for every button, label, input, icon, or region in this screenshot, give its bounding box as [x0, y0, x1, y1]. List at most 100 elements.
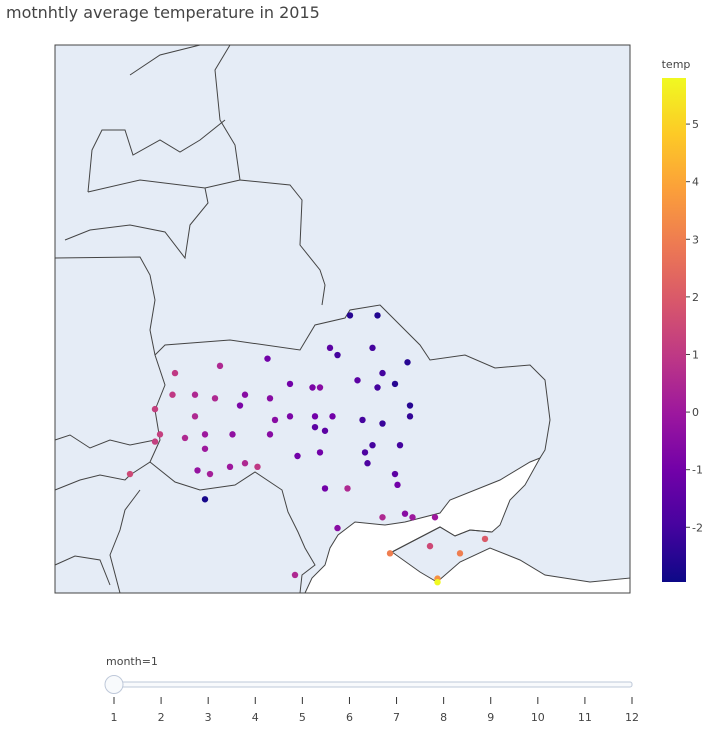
- point: [264, 355, 271, 362]
- point: [156, 431, 164, 438]
- point: [229, 431, 236, 438]
- point: [406, 402, 414, 409]
- point: [266, 395, 274, 402]
- border: [54, 434, 156, 449]
- slider-tick-label: 9: [487, 711, 494, 724]
- point: [236, 402, 244, 409]
- slider-tick-label: 10: [531, 711, 545, 724]
- point: [241, 460, 249, 467]
- slider-rail[interactable]: [113, 681, 633, 688]
- colorbar-title: temp: [662, 58, 691, 71]
- point: [426, 542, 434, 550]
- slider-handle[interactable]: [104, 675, 124, 694]
- point: [354, 377, 361, 384]
- point: [321, 485, 329, 492]
- point: [254, 463, 261, 471]
- sea: [304, 457, 631, 594]
- border: [64, 44, 241, 260]
- point: [309, 384, 316, 391]
- point: [364, 460, 371, 467]
- slider-tick-label: 2: [158, 711, 165, 724]
- colorbar-tick-label: 5: [692, 118, 699, 131]
- point: [266, 431, 274, 438]
- point: [326, 344, 334, 352]
- point: [434, 578, 441, 586]
- point: [311, 413, 319, 420]
- point: [361, 449, 369, 456]
- point: [241, 391, 249, 398]
- colorbar-tick-label: 0: [692, 406, 699, 419]
- point: [201, 431, 209, 438]
- colorbar-tick-label: 3: [692, 233, 699, 246]
- point: [409, 514, 416, 521]
- slider-label: month=1: [106, 655, 158, 668]
- point: [216, 362, 224, 370]
- point: [316, 449, 324, 456]
- point: [406, 413, 414, 420]
- colorbar-tick-label: 2: [692, 291, 699, 304]
- colorbar-tick-label: -1: [692, 464, 703, 477]
- colorbar: [662, 78, 686, 582]
- point: [401, 510, 409, 517]
- point: [194, 467, 201, 474]
- point: [394, 481, 401, 489]
- point: [329, 413, 336, 420]
- point: [201, 445, 209, 452]
- point: [379, 514, 386, 521]
- point: [369, 441, 376, 449]
- point: [226, 463, 234, 471]
- colorbar-tick-label: 1: [692, 348, 699, 361]
- slider-tick-label: 8: [440, 711, 447, 724]
- point: [316, 384, 324, 391]
- point: [334, 524, 341, 532]
- colorbar-tick-label: -2: [692, 521, 703, 534]
- slider-tick-label: 5: [299, 711, 306, 724]
- point: [171, 369, 179, 377]
- points: [126, 312, 489, 586]
- point: [311, 423, 319, 431]
- point: [369, 344, 376, 352]
- colorbar-tick-label: 4: [692, 176, 699, 189]
- point: [181, 434, 189, 442]
- point: [374, 312, 381, 319]
- slider-tick-label: 6: [346, 711, 353, 724]
- chart-title: motnhtly average temperature in 2015: [6, 3, 320, 22]
- point: [294, 452, 301, 460]
- border: [214, 44, 326, 306]
- crimea-border: [391, 526, 493, 553]
- point: [211, 395, 219, 402]
- point: [286, 413, 294, 420]
- point: [334, 351, 341, 359]
- point: [321, 427, 329, 434]
- point: [359, 416, 366, 424]
- point: [286, 380, 294, 388]
- point: [344, 485, 351, 492]
- slider-tick-label: 4: [252, 711, 259, 724]
- point: [431, 514, 439, 521]
- point: [201, 496, 209, 503]
- map: [54, 44, 631, 594]
- point: [151, 405, 159, 413]
- point: [456, 550, 464, 557]
- slider-tick-label: 1: [111, 711, 118, 724]
- point: [379, 420, 386, 427]
- point: [386, 550, 394, 557]
- point: [481, 535, 489, 543]
- point: [291, 571, 299, 579]
- slider-tick-label: 3: [205, 711, 212, 724]
- slider-tick-label: 11: [578, 711, 592, 724]
- ukraine-border: [129, 304, 551, 476]
- point: [346, 312, 354, 319]
- point: [379, 369, 386, 377]
- point: [169, 391, 176, 398]
- point: [191, 391, 199, 398]
- point: [374, 384, 381, 391]
- point: [396, 441, 404, 449]
- point: [391, 470, 399, 478]
- point: [271, 416, 279, 424]
- point: [191, 413, 199, 420]
- point: [151, 438, 159, 445]
- point: [206, 470, 214, 478]
- border: [54, 461, 316, 594]
- point: [126, 470, 134, 478]
